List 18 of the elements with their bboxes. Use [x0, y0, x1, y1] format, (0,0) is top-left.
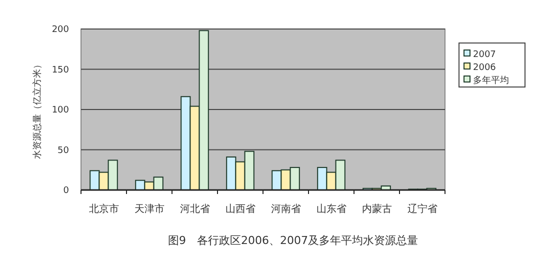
x-tick-label: 北京市 [88, 203, 119, 215]
x-tick-label: 辽宁省 [407, 203, 438, 215]
x-tick-label: 内蒙古 [362, 203, 392, 215]
legend-label: 多年平均 [473, 75, 509, 86]
text: 图9 各行政区2006、2007及多年平均水资源总量 [168, 234, 418, 247]
x-tick-label: 河北省 [180, 203, 210, 215]
legend-label: 2007 [473, 50, 496, 60]
y-tick-label: 150 [52, 65, 70, 76]
x-tick-label: 山西省 [225, 203, 256, 215]
x-tick-label: 河南省 [270, 203, 301, 215]
x-tick-label: 天津市 [134, 203, 164, 215]
y-tick-label: 100 [52, 106, 70, 116]
x-tick-label: 山东省 [316, 203, 346, 215]
legend-label: 2006 [473, 63, 496, 73]
y-tick-label: 0 [63, 186, 70, 196]
y-tick-label: 50 [58, 146, 70, 156]
y-tick-label: 200 [52, 25, 70, 35]
y-axis-title: 水资源总量（亿立方米） [32, 60, 43, 159]
